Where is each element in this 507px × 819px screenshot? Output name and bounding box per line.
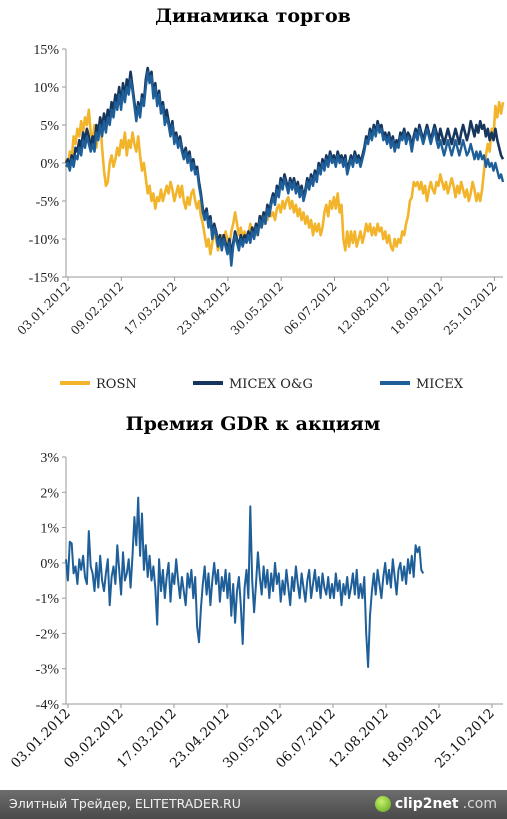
logo-name: clip2net	[394, 796, 459, 812]
y-tick-label: 2%	[40, 486, 59, 501]
chart-title: Динамика торгов	[155, 5, 351, 27]
y-axis-ticks: 3% 2% 1% 0% -1% -2% -3% -4%	[36, 451, 66, 713]
y-tick-label: -2%	[36, 627, 60, 642]
charts-canvas: Динамика торгов 15% 10% 5% 0% -5% -10% -15% 03…	[8, 5, 505, 771]
x-tick-label: 17.03.2012	[121, 279, 179, 337]
chart-gdr-premium: Премия GDR к акциям 3% 2% 1% 0% -1% -2% -3% -4%…	[8, 413, 503, 771]
y-tick-label: -3%	[36, 663, 60, 678]
y-tick-label: 0%	[40, 557, 59, 572]
y-tick-label: 15%	[33, 43, 59, 58]
x-tick-label: 09.02.2012	[68, 279, 126, 337]
y-tick-label: -1%	[36, 592, 60, 607]
y-tick-label: 0%	[40, 157, 59, 172]
x-axis-ticks: 03.01.201209.02.201217.03.201223.04.2012…	[15, 277, 500, 338]
series-line-gdr-premium	[65, 496, 425, 668]
clip2net-icon	[374, 796, 391, 812]
footer-source: Элитный Трейдер, ELITETRADER.RU	[9, 796, 241, 811]
series-line-rosn	[64, 100, 505, 256]
y-tick-label: 5%	[40, 119, 59, 134]
legend-label-micex-og: MICEX O&G	[229, 377, 313, 392]
clip2net-logo[interactable]: clip2net .com	[374, 794, 497, 814]
legend-label-rosn: ROSN	[96, 377, 137, 392]
series-lines	[65, 496, 425, 668]
series-lines	[64, 66, 505, 267]
x-tick-label: 18.09.2012	[388, 279, 446, 337]
y-tick-label: 1%	[40, 522, 59, 537]
y-tick-label: -4%	[36, 698, 60, 713]
chart-trading-dynamics: Динамика торгов 15% 10% 5% 0% -5% -10% -15% 03…	[15, 5, 505, 392]
x-tick-label: 25.10.2012	[441, 279, 499, 337]
legend: ROSN MICEX O&G MICEX	[60, 377, 464, 392]
legend-label-micex: MICEX	[416, 377, 464, 392]
x-tick-label: 06.07.2012	[281, 279, 339, 337]
y-tick-label: 10%	[33, 81, 59, 96]
y-axis-ticks: 15% 10% 5% 0% -5% -10% -15%	[29, 43, 66, 286]
x-tick-label: 23.04.2012	[175, 279, 233, 337]
x-axis-ticks: 03.01.201209.02.201217.03.201223.04.2012…	[8, 704, 498, 771]
y-tick-label: -10%	[29, 233, 60, 248]
x-tick-label: 30.05.2012	[228, 279, 286, 337]
axes	[65, 457, 503, 705]
series-line-micex	[64, 70, 505, 267]
x-tick-label: 12.08.2012	[334, 279, 392, 337]
footer-bar: Элитный Трейдер, ELITETRADER.RU clip2net…	[0, 790, 507, 819]
y-tick-label: 3%	[40, 451, 59, 466]
logo-domain: .com	[462, 796, 497, 812]
y-tick-label: -15%	[29, 271, 60, 286]
chart-title: Премия GDR к акциям	[126, 413, 381, 435]
y-tick-label: -5%	[36, 195, 60, 210]
x-tick-label: 03.01.2012	[15, 279, 73, 337]
series-line-micex-o-g	[64, 66, 505, 256]
